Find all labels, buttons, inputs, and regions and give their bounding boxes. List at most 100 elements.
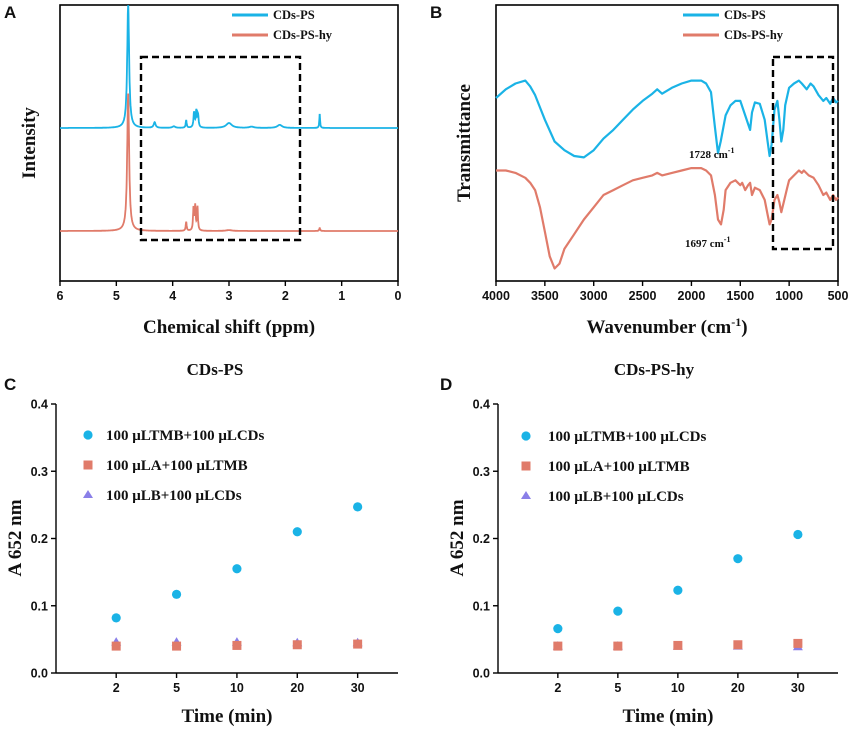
x-tick-label: 4000 bbox=[482, 289, 510, 303]
y-tick-label: 0.2 bbox=[473, 532, 490, 546]
data-point-circle bbox=[292, 527, 302, 537]
panel-c-legend: 100 μLTMB+100 μLCDs 100 μLA+100 μLTMB 10… bbox=[83, 428, 265, 504]
legend-c-triangle-marker bbox=[83, 490, 93, 498]
legend-c-label-1: 100 μLTMB+100 μLCDs bbox=[106, 428, 265, 444]
legend-a-label-1: CDs-PS bbox=[273, 8, 315, 22]
legend-d-circle-marker bbox=[521, 431, 531, 441]
panel-c-ylabel: A 652 nm bbox=[5, 499, 26, 576]
data-point-circle bbox=[232, 564, 242, 574]
x-tick-label: 20 bbox=[290, 681, 304, 695]
x-tick-label: 2 bbox=[282, 289, 289, 303]
data-point-square bbox=[172, 641, 182, 651]
series-line-cds-ps-hy bbox=[496, 167, 839, 270]
panel-d-legend: 100 μLTMB+100 μLCDs 100 μLA+100 μLTMB 10… bbox=[521, 429, 707, 505]
x-tick-label: 2 bbox=[113, 681, 120, 695]
y-tick-label: 0.2 bbox=[31, 532, 48, 546]
panel-c-title: CDs-PS bbox=[187, 360, 244, 379]
x-tick-label: 3 bbox=[226, 289, 233, 303]
data-point-circle bbox=[171, 589, 182, 599]
panel-c-points bbox=[111, 502, 363, 651]
legend-d-label-2: 100 μLA+100 μLTMB bbox=[548, 459, 690, 475]
panel-c-letter: C bbox=[4, 375, 16, 394]
legend-d-triangle-marker bbox=[521, 491, 531, 499]
y-tick-label: 0.4 bbox=[31, 398, 48, 412]
panel-b-xlabel: Wavenumber (cm-1) bbox=[586, 315, 747, 338]
panel-d-ticks: 0.0 0.1 0.2 0.3 0.4 2 5 10 20 30 bbox=[473, 398, 805, 696]
panel-d: D CDs-PS-hy 0.0 0.1 0.2 0.3 0.4 2 5 10 20 30 Time… bbox=[440, 360, 838, 727]
x-tick-label: 3000 bbox=[580, 289, 608, 303]
data-point-circle bbox=[733, 554, 743, 564]
data-point-circle bbox=[673, 585, 683, 595]
legend-c-square-marker bbox=[83, 460, 93, 470]
panel-d-xlabel: Time (min) bbox=[623, 706, 714, 727]
panel-c: C CDs-PS 0.0 0.1 0.2 0.3 0.4 2 5 10 20 30 Time (m… bbox=[4, 360, 398, 727]
series-line-cds-ps bbox=[495, 79, 839, 159]
panel-c-ticks: 0.0 0.1 0.2 0.3 0.4 2 5 10 20 30 bbox=[31, 398, 365, 696]
panel-b-legend: CDs-PS CDs-PS-hy bbox=[683, 8, 784, 42]
x-tick-label: 5 bbox=[113, 289, 120, 303]
x-tick-label: 2000 bbox=[678, 289, 706, 303]
legend-c-label-2: 100 μLA+100 μLTMB bbox=[106, 458, 248, 474]
data-point-square bbox=[353, 639, 363, 649]
y-tick-label: 0.3 bbox=[473, 465, 490, 479]
legend-d-square-marker bbox=[521, 461, 531, 471]
x-tick-label: 30 bbox=[351, 681, 365, 695]
y-tick-label: 0.1 bbox=[473, 599, 490, 613]
x-tick-label: 10 bbox=[671, 681, 685, 695]
panel-b-lines bbox=[495, 79, 839, 270]
annotation-1728: 1728 cm-1 bbox=[689, 146, 734, 161]
legend-b-label-1: CDs-PS bbox=[724, 8, 766, 22]
data-point-square bbox=[613, 641, 623, 651]
x-tick-label: 1000 bbox=[775, 289, 803, 303]
y-tick-label: 0.0 bbox=[473, 667, 490, 681]
panel-b-highlight-box bbox=[771, 55, 835, 251]
data-point-circle bbox=[353, 502, 363, 512]
panel-a-highlight-box bbox=[139, 55, 302, 242]
annotation-1697: 1697 cm-1 bbox=[685, 235, 730, 250]
panel-b-letter: B bbox=[430, 3, 442, 22]
x-tick-label: 30 bbox=[791, 681, 805, 695]
data-point-square bbox=[232, 640, 242, 650]
panel-d-ylabel: A 652 nm bbox=[447, 499, 468, 576]
panel-a-lines bbox=[60, 5, 398, 232]
panel-d-title: CDs-PS-hy bbox=[614, 360, 695, 379]
legend-c-circle-marker bbox=[83, 430, 93, 440]
legend-d-label-1: 100 μLTMB+100 μLCDs bbox=[548, 429, 707, 445]
panel-a-legend: CDs-PS CDs-PS-hy bbox=[232, 8, 333, 42]
x-tick-label: 0 bbox=[395, 289, 402, 303]
x-tick-label: 10 bbox=[230, 681, 244, 695]
x-tick-label: 2 bbox=[554, 681, 561, 695]
panel-d-letter: D bbox=[440, 375, 452, 394]
x-tick-label: 20 bbox=[731, 681, 745, 695]
panel-a-ylabel: Intensity bbox=[19, 107, 40, 179]
x-tick-label: 1 bbox=[338, 289, 345, 303]
data-point-square bbox=[673, 640, 683, 650]
data-point-square bbox=[553, 641, 563, 651]
panel-a-ticks: 6 5 4 3 2 1 0 bbox=[57, 281, 402, 303]
series-line-cds-ps bbox=[60, 5, 398, 129]
panel-b-frame bbox=[495, 4, 839, 282]
legend-c-label-3: 100 μLB+100 μLCDs bbox=[106, 488, 242, 504]
data-point-square bbox=[292, 640, 302, 650]
panel-a: A 6 5 4 3 2 1 0 Chemical shift (ppm) Intensity… bbox=[4, 3, 402, 338]
x-tick-label: 2500 bbox=[629, 289, 657, 303]
x-tick-label: 1500 bbox=[726, 289, 754, 303]
data-point-circle bbox=[553, 624, 563, 634]
y-tick-label: 0.3 bbox=[31, 465, 48, 479]
data-point-circle bbox=[111, 613, 121, 623]
panel-b-ylabel: Transmittance bbox=[454, 84, 475, 202]
x-tick-label: 500 bbox=[828, 289, 849, 303]
series-line-cds-ps-hy bbox=[60, 93, 398, 232]
x-tick-label: 3500 bbox=[531, 289, 559, 303]
data-point-square bbox=[733, 640, 743, 650]
x-tick-label: 5 bbox=[173, 681, 180, 695]
x-tick-label: 6 bbox=[57, 289, 64, 303]
data-point-circle bbox=[613, 606, 623, 616]
x-tick-label: 5 bbox=[614, 681, 621, 695]
data-point-circle bbox=[793, 529, 803, 540]
legend-d-label-3: 100 μLB+100 μLCDs bbox=[548, 489, 684, 505]
panel-c-xlabel: Time (min) bbox=[182, 706, 273, 727]
y-tick-label: 0.0 bbox=[31, 667, 48, 681]
data-point-square bbox=[793, 638, 803, 648]
